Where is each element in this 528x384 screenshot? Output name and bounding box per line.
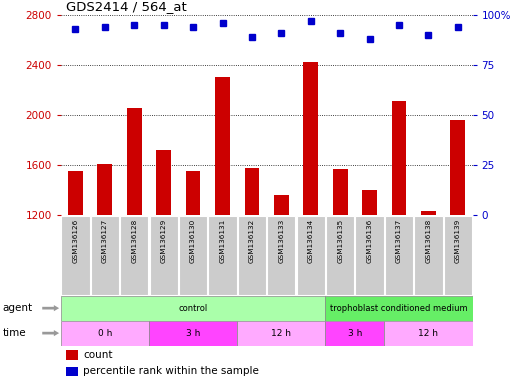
Text: GSM136133: GSM136133 bbox=[278, 218, 285, 263]
Text: 3 h: 3 h bbox=[186, 329, 200, 338]
Bar bbox=[179, 216, 207, 295]
Bar bbox=[385, 216, 413, 295]
Bar bbox=[61, 216, 90, 295]
Text: GSM136137: GSM136137 bbox=[396, 218, 402, 263]
Text: GSM136130: GSM136130 bbox=[190, 218, 196, 263]
Bar bbox=[149, 321, 237, 346]
Text: GDS2414 / 564_at: GDS2414 / 564_at bbox=[66, 0, 187, 13]
Bar bbox=[325, 296, 473, 321]
Bar bbox=[444, 216, 472, 295]
Bar bbox=[421, 211, 436, 215]
Bar bbox=[392, 101, 407, 215]
Text: 3 h: 3 h bbox=[348, 329, 362, 338]
Text: 12 h: 12 h bbox=[418, 329, 438, 338]
Text: 12 h: 12 h bbox=[271, 329, 291, 338]
Bar bbox=[149, 216, 178, 295]
Bar bbox=[91, 216, 119, 295]
Bar bbox=[186, 171, 201, 215]
Bar bbox=[61, 321, 149, 346]
Text: GSM136138: GSM136138 bbox=[426, 218, 431, 263]
Text: GSM136134: GSM136134 bbox=[308, 218, 314, 263]
Bar bbox=[274, 195, 289, 215]
Text: count: count bbox=[83, 350, 112, 360]
Bar bbox=[127, 108, 142, 215]
Bar bbox=[326, 216, 354, 295]
Text: GSM136135: GSM136135 bbox=[337, 218, 343, 263]
Text: GSM136139: GSM136139 bbox=[455, 218, 461, 263]
Text: 0 h: 0 h bbox=[98, 329, 112, 338]
Text: GSM136128: GSM136128 bbox=[131, 218, 137, 263]
Bar bbox=[414, 216, 442, 295]
Bar bbox=[297, 216, 325, 295]
Bar bbox=[238, 216, 266, 295]
Bar bbox=[156, 150, 171, 215]
Bar bbox=[384, 321, 473, 346]
Bar bbox=[244, 167, 259, 215]
Text: control: control bbox=[178, 304, 208, 313]
Text: time: time bbox=[3, 328, 26, 338]
Text: agent: agent bbox=[3, 303, 33, 313]
Text: percentile rank within the sample: percentile rank within the sample bbox=[83, 366, 259, 376]
Bar bbox=[215, 76, 230, 215]
Bar bbox=[98, 164, 112, 215]
Bar bbox=[267, 216, 296, 295]
Bar bbox=[68, 171, 83, 215]
Bar bbox=[362, 190, 377, 215]
Bar bbox=[450, 120, 465, 215]
Bar bbox=[61, 296, 325, 321]
Text: GSM136131: GSM136131 bbox=[220, 218, 225, 263]
Bar bbox=[304, 61, 318, 215]
Bar bbox=[120, 216, 148, 295]
Text: trophoblast conditioned medium: trophoblast conditioned medium bbox=[330, 304, 468, 313]
Text: GSM136126: GSM136126 bbox=[72, 218, 79, 263]
Text: GSM136127: GSM136127 bbox=[102, 218, 108, 263]
Bar bbox=[333, 169, 347, 215]
Bar bbox=[355, 216, 384, 295]
Text: GSM136129: GSM136129 bbox=[161, 218, 167, 263]
Bar bbox=[325, 321, 384, 346]
Text: GSM136132: GSM136132 bbox=[249, 218, 255, 263]
Bar bbox=[209, 216, 237, 295]
Text: GSM136136: GSM136136 bbox=[366, 218, 373, 263]
Bar bbox=[237, 321, 325, 346]
